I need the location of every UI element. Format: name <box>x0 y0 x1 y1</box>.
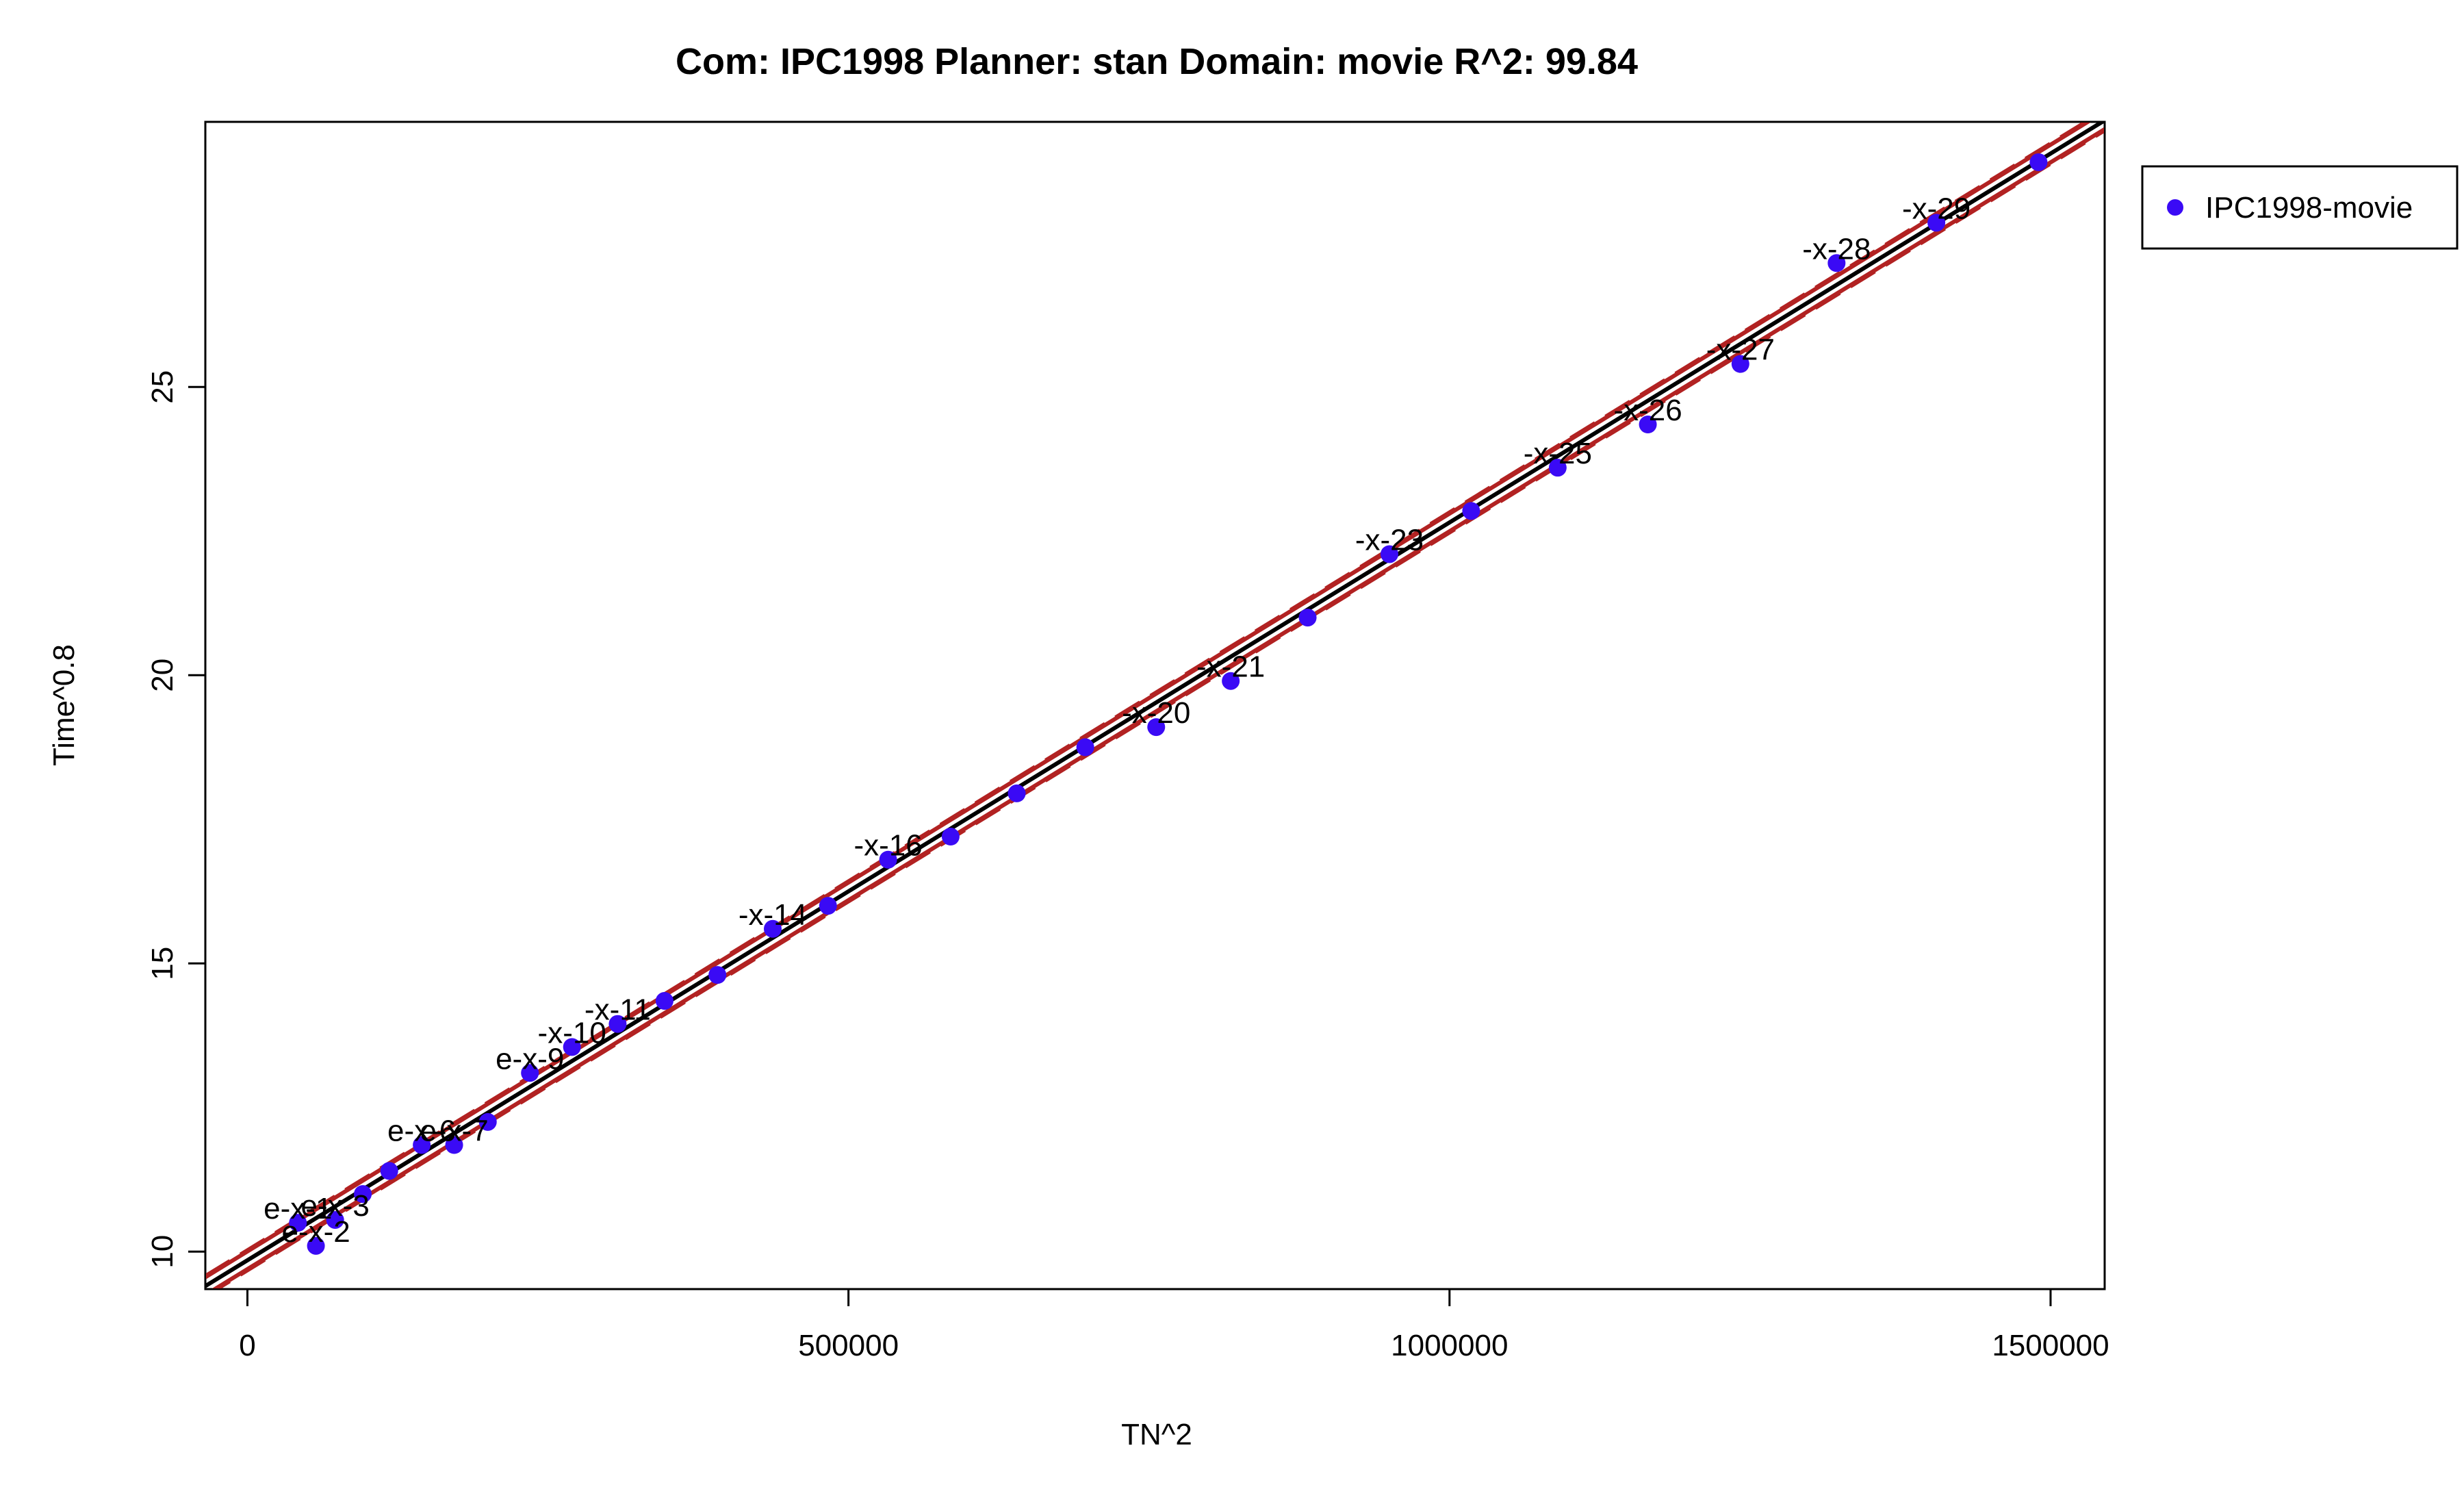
legend-entry: IPC1998-movie <box>2205 191 2413 225</box>
data-points <box>289 153 2048 1255</box>
data-point <box>478 1112 497 1131</box>
data-point <box>445 1136 463 1154</box>
data-point <box>655 992 673 1010</box>
data-point <box>1380 545 1398 563</box>
data-point <box>521 1064 539 1082</box>
data-point <box>1462 502 1480 520</box>
point-label: -x-25 <box>1524 437 1592 470</box>
data-point <box>608 1015 627 1033</box>
regression-line <box>206 123 2104 1288</box>
y-tick-label: 10 <box>146 1235 179 1269</box>
data-point <box>1639 416 1657 434</box>
data-point <box>1076 738 1094 756</box>
data-point <box>1927 214 1946 232</box>
data-point <box>1008 784 1026 802</box>
point-labels: e-x-1e-x-2e-x-3 e-x-6e-x-7 e-x-9-x-10-x-11… <box>264 192 1971 1249</box>
point-label: e-x-6 <box>387 1115 456 1148</box>
point-label: -x-21 <box>1196 650 1265 684</box>
data-point <box>326 1210 344 1229</box>
data-point <box>1298 609 1317 627</box>
point-label: e-x-2 <box>281 1215 350 1249</box>
point-label: -x-20 <box>1122 696 1190 730</box>
data-point <box>763 919 782 938</box>
point-label: -x-27 <box>1706 333 1775 367</box>
y-axis-label: Time^0.8 <box>47 644 81 766</box>
x-axis-label: TN^2 <box>1121 1418 1192 1451</box>
point-label: -x-26 <box>1613 394 1682 427</box>
legend-box <box>2141 165 2459 250</box>
confidence-band-upper <box>206 123 2091 1280</box>
data-point <box>563 1038 581 1056</box>
legend: IPC1998-movie <box>2141 165 2459 250</box>
data-point <box>354 1185 372 1204</box>
fit-lines <box>206 123 2104 1288</box>
y-tick-label: 25 <box>146 370 179 404</box>
y-axis: 10 15 20 25 <box>146 370 207 1269</box>
data-point <box>708 966 727 984</box>
data-point <box>2029 153 2048 171</box>
point-label: e-x-9 <box>496 1042 564 1076</box>
point-label: -x-16 <box>854 829 922 863</box>
data-point <box>1731 355 1749 373</box>
data-point <box>941 828 960 846</box>
data-point <box>413 1136 431 1154</box>
point-label: -x-11 <box>585 993 651 1027</box>
point-label: -x-14 <box>739 898 807 932</box>
point-label: -x-10 <box>538 1016 606 1049</box>
point-label: -x-29 <box>1902 192 1971 225</box>
point-label: e-x-7 <box>420 1115 488 1148</box>
legend-marker <box>2167 199 2183 216</box>
x-tick-label: 1000000 <box>1391 1329 1508 1362</box>
data-point <box>1222 672 1240 690</box>
x-tick-label: 0 <box>239 1329 255 1362</box>
chart-title: Com: IPC1998 Planner: stan Domain: movie… <box>676 41 1638 82</box>
x-tick-label: 1500000 <box>1992 1329 2109 1362</box>
point-label: -x-28 <box>1802 232 1871 266</box>
data-point <box>1827 254 1846 272</box>
data-point <box>819 897 837 915</box>
data-point <box>879 850 897 869</box>
confidence-band-lower <box>211 127 2104 1288</box>
data-point <box>307 1236 325 1255</box>
data-point <box>1548 459 1567 477</box>
data-point <box>289 1214 307 1232</box>
x-tick-label: 500000 <box>798 1329 899 1362</box>
data-point <box>1147 718 1166 737</box>
y-tick-label: 20 <box>146 659 179 692</box>
point-label: e-x-3 <box>301 1189 370 1223</box>
point-label: e-x-1 <box>264 1192 332 1225</box>
data-point <box>380 1162 398 1180</box>
point-label: -x-23 <box>1355 523 1424 557</box>
y-tick-label: 15 <box>146 947 179 980</box>
x-axis: 0 500000 1000000 1500000 <box>239 1288 2109 1362</box>
